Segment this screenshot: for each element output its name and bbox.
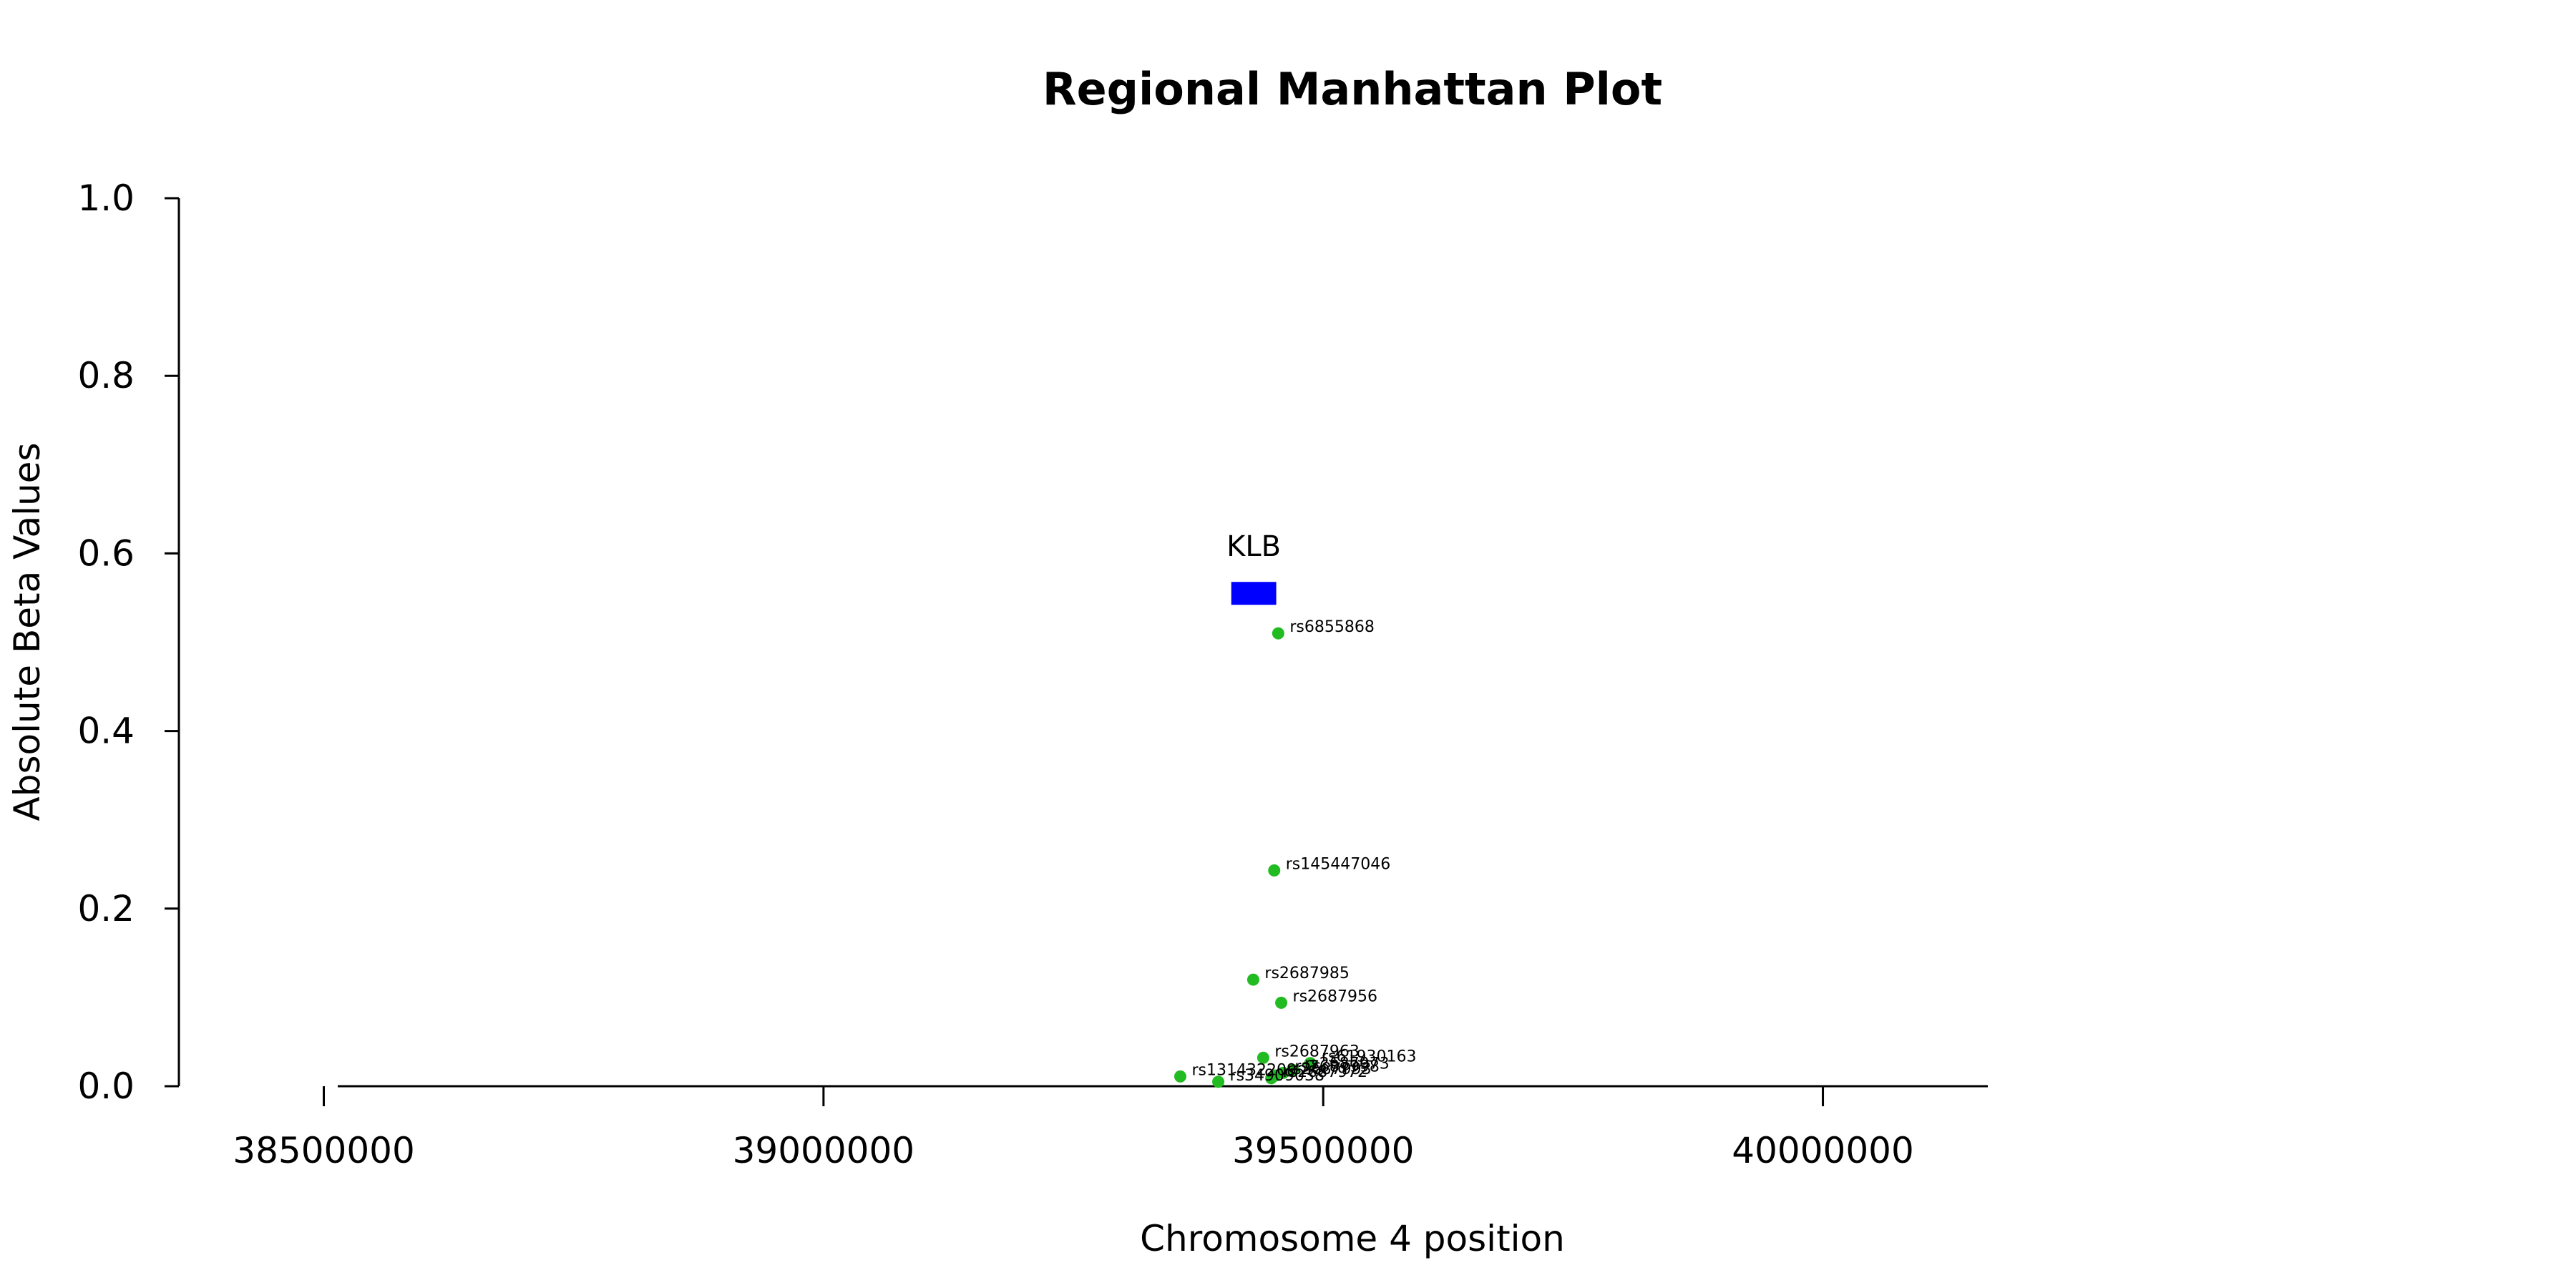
snp-point bbox=[1287, 1064, 1299, 1077]
y-ticks: 0.0 0.2 0.4 0.6 0.8 1.0 bbox=[77, 177, 179, 1107]
snp-point bbox=[1257, 1051, 1269, 1064]
snp-point bbox=[1212, 1075, 1225, 1088]
snp-point bbox=[1269, 1069, 1282, 1082]
y-tick-label: 1.0 bbox=[77, 177, 135, 219]
snp-label: rs2687973 bbox=[1304, 1055, 1390, 1073]
x-ticks: 38500000 39000000 39500000 40000000 bbox=[233, 1086, 1914, 1171]
snp-labels: rs6855868 rs145447046 rs2687985 rs2687956 rs… bbox=[1191, 618, 1416, 1085]
snp-point bbox=[1275, 996, 1288, 1009]
snp-points bbox=[1174, 627, 1317, 1088]
y-tick-label: 0.0 bbox=[77, 1065, 135, 1107]
x-axis-label: Chromosome 4 position bbox=[1140, 1218, 1565, 1259]
y-tick-label: 0.8 bbox=[77, 355, 135, 396]
snp-label: rs2687972 bbox=[1283, 1063, 1368, 1081]
snp-point bbox=[1272, 627, 1284, 640]
snp-point bbox=[1174, 1070, 1186, 1083]
gene-track: KLB bbox=[1226, 530, 1281, 605]
snp-label: rs2687985 bbox=[1264, 965, 1350, 982]
y-tick-label: 0.4 bbox=[77, 711, 135, 752]
snp-label: rs131432209 bbox=[1191, 1061, 1296, 1079]
snp-label: rs2687993 bbox=[1287, 1060, 1372, 1078]
snp-label: rs2687998 bbox=[1294, 1058, 1380, 1075]
snp-label: rs145447046 bbox=[1286, 855, 1390, 873]
snp-point bbox=[1246, 973, 1259, 986]
y-tick-label: 0.2 bbox=[77, 888, 135, 930]
snp-label: rs6855868 bbox=[1289, 618, 1375, 636]
snp-label: rs61930163 bbox=[1322, 1048, 1416, 1066]
x-tick-label: 38500000 bbox=[233, 1130, 415, 1171]
snp-point bbox=[1304, 1057, 1317, 1070]
snp-label: rs2687963 bbox=[1274, 1043, 1360, 1060]
x-tick-label: 39500000 bbox=[1232, 1130, 1415, 1171]
snp-label: rs34909038 bbox=[1230, 1067, 1324, 1085]
snp-label: rs2687956 bbox=[1293, 987, 1378, 1005]
snp-point bbox=[1268, 864, 1281, 877]
y-axis-label: Absolute Beta Values bbox=[6, 443, 48, 821]
x-tick-label: 40000000 bbox=[1732, 1130, 1914, 1171]
y-tick-label: 0.6 bbox=[77, 532, 135, 574]
chart-title: Regional Manhattan Plot bbox=[1043, 63, 1662, 115]
gene-bar bbox=[1231, 582, 1277, 605]
x-tick-label: 39000000 bbox=[733, 1130, 915, 1171]
gene-label: KLB bbox=[1226, 530, 1281, 563]
